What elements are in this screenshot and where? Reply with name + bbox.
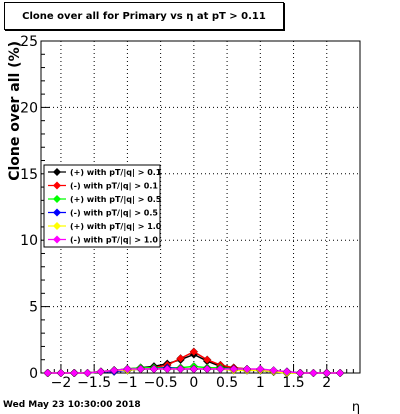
legend-label: (-) with pT/|q| > 0.5 <box>70 209 158 218</box>
chart-title: Clone over all for Primary vs η at pT > … <box>4 2 284 30</box>
data-point <box>123 364 132 374</box>
data-point <box>282 367 292 376</box>
legend-label: (+) with pT/|q| > 0.5 <box>70 195 162 204</box>
y-tick-label: 20 <box>20 100 38 116</box>
legend-marker <box>53 181 61 190</box>
x-tick-label: 0 <box>189 375 198 391</box>
y-tick-label: 0 <box>29 366 38 382</box>
legend-entry: (+) with pT/|q| > 0.1 <box>48 168 162 177</box>
legend-entry: (-) with pT/|q| > 0.1 <box>48 181 158 191</box>
data-point <box>70 368 79 378</box>
legend-entry: (+) with pT/|q| > 0.5 <box>48 195 162 204</box>
data-point <box>322 368 331 378</box>
data-point <box>109 366 119 375</box>
legend-marker <box>53 168 61 176</box>
legend-box <box>43 164 161 248</box>
legend-entry: (-) with pT/|q| > 1.0 <box>48 235 158 245</box>
legend-entry: (-) with pT/|q| > 0.5 <box>48 208 158 218</box>
x-tick-label: −2 <box>51 375 72 391</box>
x-tick-label: 2 <box>322 375 331 391</box>
legend-marker <box>53 208 61 217</box>
legend-label: (-) with pT/|q| > 1.0 <box>70 236 158 245</box>
grid <box>41 41 360 373</box>
data-point <box>202 364 212 374</box>
data-point <box>189 364 199 374</box>
y-tick-label: 25 <box>20 34 38 50</box>
data-point <box>96 367 106 376</box>
x-tick-label: 0.5 <box>216 375 238 391</box>
data-point <box>216 364 225 374</box>
legend-marker <box>53 222 61 230</box>
y-tick-label: 15 <box>20 167 38 183</box>
series-layer <box>43 347 345 378</box>
legend-label: (+) with pT/|q| > 0.1 <box>70 168 162 177</box>
data-point <box>295 368 305 378</box>
data-point <box>229 364 238 374</box>
legend-entry: (+) with pT/|q| > 1.0 <box>48 222 162 231</box>
data-point <box>149 364 159 374</box>
y-tick-label: 5 <box>29 300 38 316</box>
data-point <box>163 364 172 374</box>
x-tick-label: −1.5 <box>77 375 111 391</box>
data-point <box>189 347 199 356</box>
data-point <box>256 364 265 374</box>
x-tick-label: −0.5 <box>144 375 178 391</box>
y-tick-label: 10 <box>20 233 38 249</box>
data-point <box>136 364 145 374</box>
x-tick-label: 1 <box>256 375 265 391</box>
x-tick-label: −1 <box>117 375 138 391</box>
data-point <box>176 364 185 374</box>
data-point <box>83 368 92 378</box>
legend-label: (-) with pT/|q| > 0.1 <box>70 182 158 191</box>
data-point <box>242 364 252 374</box>
timestamp: Wed May 23 10:30:00 2018 <box>3 400 141 410</box>
data-point <box>56 368 66 378</box>
legend-marker <box>53 235 61 244</box>
data-point <box>335 368 345 378</box>
legend-label: (+) with pT/|q| > 1.0 <box>70 222 162 231</box>
data-point <box>176 354 185 363</box>
y-axis-label: Clone over all (%) <box>7 41 23 181</box>
series-5 <box>43 364 345 378</box>
data-point <box>309 368 318 378</box>
x-tick-label: 1.5 <box>282 375 304 391</box>
data-point <box>43 368 52 378</box>
data-point <box>269 366 278 375</box>
x-axis-label: η <box>352 400 360 414</box>
legend-marker <box>53 195 61 203</box>
legend: (+) with pT/|q| > 0.1 (-) with pT/|q| > 0… <box>43 164 162 248</box>
